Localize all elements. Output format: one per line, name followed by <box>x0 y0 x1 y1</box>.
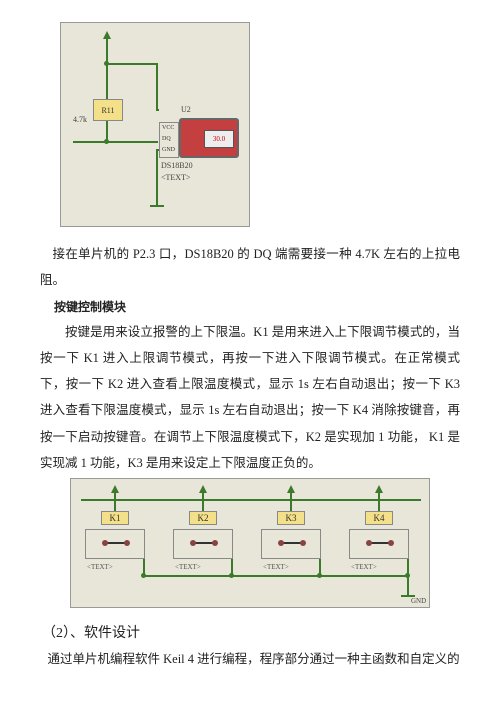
keys-circuit-diagram: K1 K2 K3 K4 <TEXT> <TEXT> <TEXT> <TEXT> … <box>70 478 430 608</box>
text-marker: <TEXT> <box>263 563 289 571</box>
text-marker: <TEXT> <box>87 563 113 571</box>
resistor-value: 4.7k <box>73 115 87 124</box>
junction-dot <box>104 139 109 144</box>
resistor-r11: R11 <box>93 99 123 121</box>
key-k1 <box>85 529 145 559</box>
wire <box>106 63 156 65</box>
junction-dot <box>405 573 410 578</box>
keys-section-title: 按键控制模块 <box>54 298 460 315</box>
chip-pins: VCC DQ GND <box>159 122 179 158</box>
key-k2 <box>173 529 233 559</box>
wire <box>81 499 421 501</box>
pin-arrow-icon <box>375 485 383 493</box>
chip-reading: 30.0 <box>204 130 234 148</box>
software-description: 通过单片机编程软件 Keil 4 进行编程，程序部分通过一种主函数和自定义的 <box>40 646 460 672</box>
pin-vcc: VCC <box>162 123 178 134</box>
key-label-k4: K4 <box>365 511 393 525</box>
junction-dot <box>317 573 322 578</box>
pin-gnd: GND <box>162 145 178 156</box>
chip-refdes: U2 <box>181 105 191 114</box>
text-marker: <TEXT> <box>351 563 377 571</box>
key-k4 <box>349 529 409 559</box>
ds18b20-description: 接在单片机的 P2.3 口，DS18B20 的 DQ 端需要接一种 4.7K 左… <box>40 241 460 294</box>
vcc-arrow-icon <box>103 31 111 39</box>
chip-model: DS18B20 <box>161 161 193 170</box>
software-section-title: （2）、软件设计 <box>42 622 460 642</box>
wire <box>156 149 159 151</box>
wire <box>106 39 108 99</box>
pin-arrow-icon <box>199 485 207 493</box>
junction-dot <box>141 573 146 578</box>
key-label-k3: K3 <box>277 511 305 525</box>
pin-arrow-icon <box>287 485 295 493</box>
keys-description: 按键是用来设立报警的上下限温。K1 是用来进入上下限调节模式的，当按一下 K1 … <box>40 319 460 477</box>
resistor-name: R11 <box>101 106 114 115</box>
text-marker: <TEXT> <box>175 563 201 571</box>
key-k3 <box>261 529 321 559</box>
ground-icon <box>148 205 166 217</box>
pin-dq: DQ <box>162 134 178 145</box>
key-label-k1: K1 <box>101 511 129 525</box>
ds18b20-circuit-diagram: R11 4.7k VCC DQ GND 30.0 U2 DS18B20 <TEX… <box>60 22 250 227</box>
key-label-k2: K2 <box>189 511 217 525</box>
gnd-label: GND <box>411 597 426 605</box>
wire <box>156 149 158 199</box>
wire <box>143 575 409 577</box>
wire <box>156 63 158 109</box>
wire <box>156 109 159 111</box>
pin-arrow-icon <box>111 485 119 493</box>
wire <box>73 141 158 143</box>
text-marker: <TEXT> <box>161 173 190 182</box>
junction-dot <box>229 573 234 578</box>
ds18b20-chip: VCC DQ GND 30.0 <box>179 118 239 158</box>
